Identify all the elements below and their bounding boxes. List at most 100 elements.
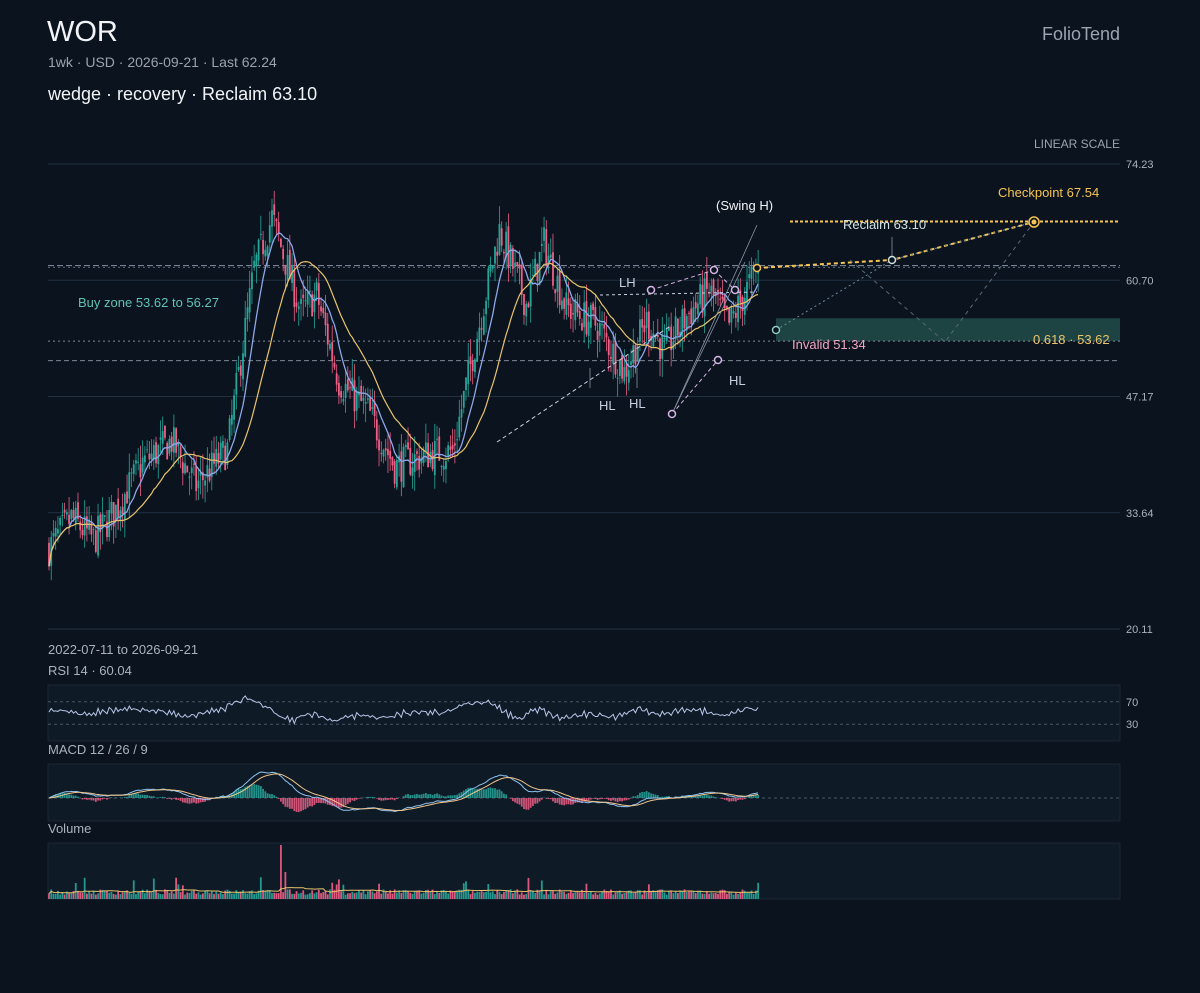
candle-body [184, 463, 186, 474]
candle-body [692, 307, 695, 325]
volume-bar [739, 892, 742, 899]
macd-hist-bar [137, 793, 140, 798]
volume-bar [567, 892, 570, 899]
candle-body [407, 442, 409, 450]
candle-body [333, 362, 336, 368]
candle-body [429, 452, 432, 464]
macd-hist-bar [643, 791, 646, 798]
candle-body [90, 521, 93, 535]
volume-bar [70, 893, 73, 899]
volume-bar [676, 893, 679, 899]
candle-body [353, 380, 356, 412]
volume-bar [393, 889, 396, 899]
macd-hist-bar [152, 796, 155, 798]
volume-bar [507, 890, 510, 899]
macd-hist-bar [331, 798, 334, 806]
candle-body [384, 448, 387, 451]
macd-hist-bar [603, 798, 606, 799]
volume-bar [251, 890, 253, 899]
candle-body [750, 266, 753, 279]
candle-body [743, 297, 746, 315]
volume-bar [302, 890, 305, 899]
candle-body [734, 312, 737, 318]
volume-bar [346, 893, 349, 899]
candle-body [438, 436, 441, 461]
chart-subtitle: wedge · recovery · Reclaim 63.10 [48, 84, 318, 104]
candle-body [197, 480, 200, 489]
volume-bar [266, 890, 269, 899]
macd-hist-bar [534, 798, 537, 804]
volume-bar [217, 893, 220, 899]
candle-body [132, 464, 135, 474]
volume-bar [618, 890, 621, 899]
candle-body [375, 419, 378, 441]
candle-body [476, 338, 479, 362]
last-price-marker [752, 263, 762, 273]
macd-hist-bar [663, 796, 666, 798]
candle-body [710, 285, 713, 292]
volume-bar [661, 889, 664, 899]
candle-body [190, 467, 193, 474]
volume-bar [117, 891, 120, 899]
swing-point-marker [713, 355, 723, 365]
volume-bar [438, 892, 441, 899]
candle-body [489, 264, 492, 272]
candle-body [547, 255, 550, 265]
volume-bar [179, 892, 182, 899]
candle-body [315, 281, 318, 291]
macd-hist-bar [172, 798, 175, 799]
macd-hist-bar [110, 797, 113, 798]
candle-body [155, 442, 157, 464]
macd-hist-bar [500, 791, 503, 798]
candle-body [509, 245, 512, 266]
macd-hist-bar [115, 797, 117, 798]
candle-body [329, 343, 331, 349]
candle-body [255, 254, 258, 266]
volume-bar [411, 893, 414, 899]
candle-body [578, 311, 581, 319]
macd-hist-bar [540, 798, 543, 800]
volume-bar [659, 889, 661, 899]
candle-body [424, 442, 427, 452]
volume-bar [692, 890, 695, 899]
volume-bar [68, 892, 70, 899]
candle-body [248, 288, 251, 313]
volume-bar [636, 890, 639, 899]
macd-hist-bar [371, 796, 374, 798]
volume-bar [694, 893, 697, 899]
macd-hist-bar [583, 798, 586, 802]
macd-hist-bar [737, 798, 739, 801]
candle-body [482, 316, 485, 335]
candle-body [115, 504, 117, 521]
volume-bar [614, 892, 617, 899]
candle-body [219, 442, 222, 460]
macd-hist-bar [697, 795, 699, 798]
volume-bar [581, 889, 583, 899]
macd-hist-bar [99, 798, 102, 801]
macd-hist-bar [632, 796, 635, 798]
volume-bar [326, 894, 329, 899]
macd-hist-bar [248, 784, 251, 798]
macd-hist-bar [743, 798, 746, 800]
macd-hist-bar [596, 798, 599, 800]
rsi-label: RSI 14 · 60.04 [48, 663, 132, 678]
candle-body [77, 502, 79, 519]
candle-body [137, 461, 140, 463]
candle-body [554, 289, 557, 294]
volume-bar [181, 885, 184, 899]
macd-hist-bar [395, 798, 398, 799]
volume-bar [558, 889, 561, 899]
candle-body [355, 391, 358, 411]
volume-bar [540, 880, 543, 899]
macd-hist-bar [284, 798, 287, 807]
macd-hist-bar [373, 797, 376, 798]
volume-bar [239, 891, 242, 899]
volume-bar [382, 889, 385, 899]
macd-hist-bar [741, 798, 744, 800]
candle-body [168, 438, 171, 454]
swing-high-label: (Swing H) [716, 198, 773, 213]
volume-bar [520, 892, 523, 899]
volume-bar [208, 893, 211, 899]
scale-toggle[interactable]: LINEAR SCALE [1033, 137, 1120, 151]
